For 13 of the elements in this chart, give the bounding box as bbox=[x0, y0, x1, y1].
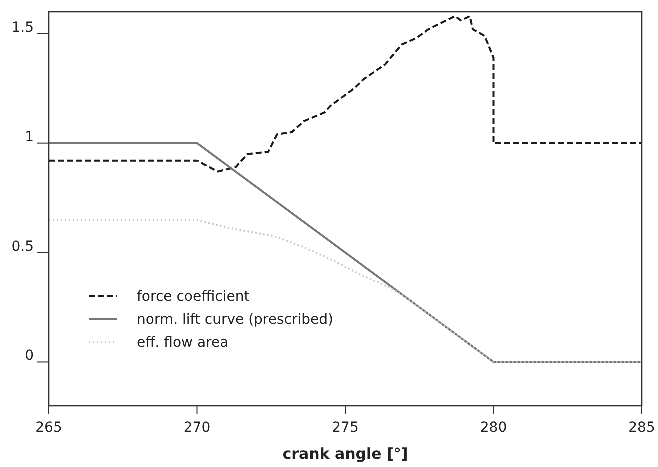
x-tick-label: 275 bbox=[332, 420, 359, 436]
legend-label: force coefficient bbox=[137, 289, 250, 305]
x-tick-label: 285 bbox=[628, 420, 656, 436]
x-tick-label: 270 bbox=[184, 420, 211, 436]
x-tick-label: 280 bbox=[480, 420, 508, 436]
y-tick-label: 0.5 bbox=[12, 238, 34, 255]
y-tick-label: 1 bbox=[25, 129, 34, 146]
x-tick-label: 265 bbox=[36, 420, 62, 436]
y-tick-label: 1.5 bbox=[12, 20, 34, 36]
legend-label: eff. flow area bbox=[137, 335, 229, 351]
y-tick-label: 0 bbox=[25, 348, 34, 364]
legend-label: norm. lift curve (prescribed) bbox=[137, 312, 334, 328]
x-axis-title: crank angle [°] bbox=[282, 445, 408, 463]
